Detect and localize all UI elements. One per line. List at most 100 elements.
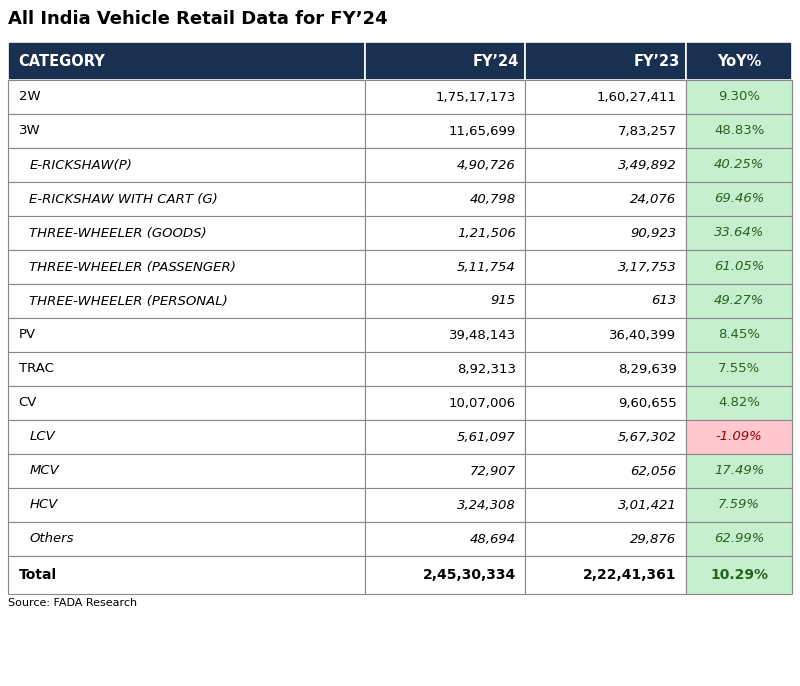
Text: 7.59%: 7.59% [718,499,760,512]
Text: 33.64%: 33.64% [714,226,764,239]
Text: 5,11,754: 5,11,754 [457,261,516,274]
Bar [8,42,365,80]
Bar [526,556,686,594]
Text: 7.55%: 7.55% [718,362,760,375]
Bar [8,420,365,454]
Text: YoY%: YoY% [717,54,762,69]
Text: CV: CV [18,397,37,410]
Text: HCV: HCV [30,499,58,512]
Bar [365,352,526,386]
Text: 10.29%: 10.29% [710,568,768,582]
Bar [686,318,792,352]
Text: 1,60,27,411: 1,60,27,411 [597,91,677,104]
Bar [8,114,365,148]
Text: 7,83,257: 7,83,257 [618,124,677,137]
Text: 3W: 3W [18,124,40,137]
Bar [365,386,526,420]
Text: 69.46%: 69.46% [714,193,764,206]
Bar [686,488,792,522]
Bar [365,148,526,182]
Text: Total: Total [18,568,57,582]
Bar [8,454,365,488]
Text: 10,07,006: 10,07,006 [449,397,516,410]
Text: 40.25%: 40.25% [714,158,764,172]
Bar [365,488,526,522]
Bar [686,454,792,488]
Bar [365,42,526,80]
Text: 8.45%: 8.45% [718,329,760,342]
Bar [526,420,686,454]
Text: TRAC: TRAC [18,362,54,375]
Text: 3,49,892: 3,49,892 [618,158,677,172]
Bar [526,318,686,352]
Bar [526,284,686,318]
Bar [8,250,365,284]
Text: 62,056: 62,056 [630,464,677,477]
Bar [365,522,526,556]
Bar [8,182,365,216]
Bar [8,318,365,352]
Text: -1.09%: -1.09% [716,431,762,444]
Bar [8,216,365,250]
Text: 62.99%: 62.99% [714,532,764,545]
Text: 1,21,506: 1,21,506 [457,226,516,239]
Text: 17.49%: 17.49% [714,464,764,477]
Text: 29,876: 29,876 [630,532,677,545]
Text: 48.83%: 48.83% [714,124,764,137]
Text: FY’23: FY’23 [634,54,680,69]
Text: 1,75,17,173: 1,75,17,173 [435,91,516,104]
Bar [526,216,686,250]
Text: 4.82%: 4.82% [718,397,760,410]
Bar [8,488,365,522]
Text: 915: 915 [490,294,516,307]
Bar [686,114,792,148]
Text: Others: Others [30,532,74,545]
Bar [526,454,686,488]
Bar [365,114,526,148]
Bar [686,420,792,454]
Text: 11,65,699: 11,65,699 [449,124,516,137]
Bar [365,80,526,114]
Text: 90,923: 90,923 [630,226,677,239]
Bar [526,352,686,386]
Text: 5,61,097: 5,61,097 [457,431,516,444]
Text: 2,45,30,334: 2,45,30,334 [422,568,516,582]
Text: LCV: LCV [30,431,55,444]
Bar [8,148,365,182]
Text: 8,92,313: 8,92,313 [457,362,516,375]
Text: 613: 613 [651,294,677,307]
Text: 9,60,655: 9,60,655 [618,397,677,410]
Bar [8,556,365,594]
Text: E-RICKSHAW WITH CART (G): E-RICKSHAW WITH CART (G) [30,193,218,206]
Bar [686,80,792,114]
Text: 61.05%: 61.05% [714,261,764,274]
Bar [526,114,686,148]
Bar [686,42,792,80]
Bar [8,80,365,114]
Text: CATEGORY: CATEGORY [18,54,106,69]
Bar [526,80,686,114]
Bar [686,352,792,386]
Bar [526,522,686,556]
Text: 4,90,726: 4,90,726 [457,158,516,172]
Text: 2W: 2W [18,91,40,104]
Bar [526,42,686,80]
Text: E-RICKSHAW(P): E-RICKSHAW(P) [30,158,132,172]
Bar [365,556,526,594]
Text: THREE-WHEELER (PASSENGER): THREE-WHEELER (PASSENGER) [30,261,236,274]
Text: 39,48,143: 39,48,143 [449,329,516,342]
Bar [526,250,686,284]
Bar [365,318,526,352]
Text: 5,67,302: 5,67,302 [618,431,677,444]
Bar [686,386,792,420]
Bar [526,148,686,182]
Bar [686,522,792,556]
Text: 8,29,639: 8,29,639 [618,362,677,375]
Text: THREE-WHEELER (PERSONAL): THREE-WHEELER (PERSONAL) [30,294,228,307]
Bar [8,522,365,556]
Text: 2,22,41,361: 2,22,41,361 [583,568,677,582]
Bar [365,420,526,454]
Text: 48,694: 48,694 [470,532,516,545]
Text: All India Vehicle Retail Data for FY’24: All India Vehicle Retail Data for FY’24 [8,10,388,28]
Text: 3,17,753: 3,17,753 [618,261,677,274]
